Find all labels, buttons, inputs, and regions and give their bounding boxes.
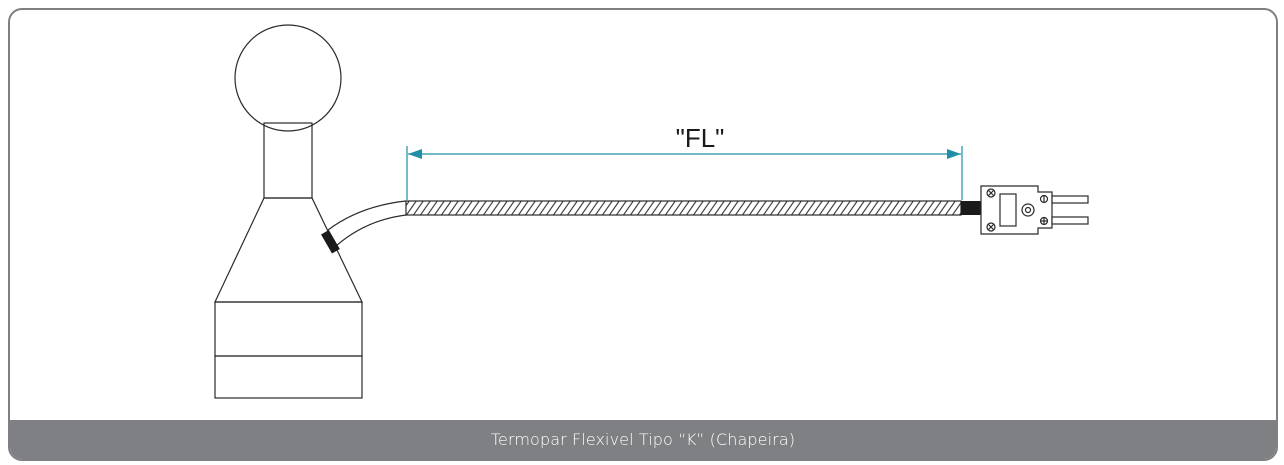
globe-probe-icon — [214, 24, 363, 399]
connector-plug-icon — [980, 185, 1089, 235]
caption-text: Termopar Flexivel Tipo “K” (Chapeira) — [490, 430, 796, 449]
pin-bottom — [1051, 216, 1089, 225]
pin-top — [1051, 195, 1089, 204]
dimension-fl: "FL" — [406, 123, 963, 200]
screw-top — [986, 188, 996, 198]
cable-clamp — [321, 229, 340, 254]
screw-bottom — [986, 222, 996, 232]
pin-polarity-mark — [1021, 203, 1035, 217]
diagram-frame: "FL" Termopar Flexivel Tipo “K” (Chapeir… — [8, 8, 1278, 461]
probe-base-lower — [214, 355, 363, 399]
caption-bar: Termopar Flexivel Tipo “K” (Chapeira) — [10, 420, 1276, 459]
thermocouple-drawing: "FL" — [214, 24, 1089, 399]
probe-neck — [263, 122, 313, 199]
sheath-end-sleeve — [961, 201, 981, 215]
dimension-label: "FL" — [676, 123, 725, 153]
probe-base-upper — [214, 301, 363, 357]
screw-right-top — [1039, 194, 1049, 204]
probe-cone — [214, 197, 363, 303]
screw-right-bottom — [1039, 216, 1049, 226]
connector-label-window — [999, 193, 1017, 227]
globe-sphere — [234, 24, 342, 132]
braided-sheath — [405, 200, 962, 216]
flex-cable — [327, 200, 407, 247]
